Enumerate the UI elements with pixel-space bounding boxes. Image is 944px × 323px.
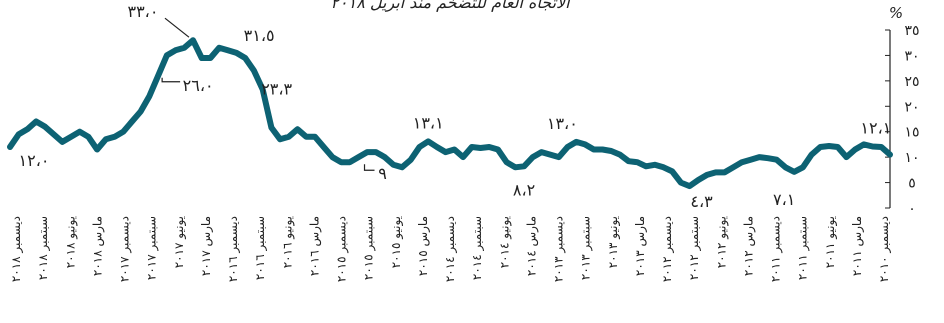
x-tick-label: سبتمبر ٢٠١٤ bbox=[470, 216, 485, 280]
x-tick-label: مارس ٢٠١٥ bbox=[416, 216, 431, 276]
x-tick-label: ديسمبر ٢٠١٤ bbox=[443, 216, 458, 282]
x-tick-label: مارس ٢٠١٧ bbox=[199, 216, 214, 276]
data-label: ٣٣،٠ bbox=[127, 2, 158, 21]
x-tick-label: ديسمبر ٢٠١٠ bbox=[877, 216, 892, 282]
data-labels: ٣٣،٠ ٣١،٥ ٢٦،٠ ٢٣،٣ ١٢،٠ ٩ ١٣،١ ٨،٢ ١٣،٠ ٤،٣ ٧،١ ١٢… bbox=[19, 2, 892, 211]
x-tick-label: سبتمبر ٢٠١١ bbox=[796, 216, 811, 280]
x-tick-label: ديسمبر ٢٠١١ bbox=[769, 216, 784, 282]
annotation-leader-line bbox=[164, 17, 190, 38]
x-tick-label: سبتمبر ٢٠١٧ bbox=[145, 216, 160, 280]
x-tick-label: مارس ٢٠١٤ bbox=[524, 216, 539, 276]
y-tick-label: ٠ bbox=[908, 201, 916, 217]
data-label: ٣١،٥ bbox=[244, 26, 275, 45]
y-axis: ٠ ٥ ١٠ ١٥ ٢٠ ٢٥ ٣٠ ٣٥ bbox=[885, 23, 920, 217]
y-tick-label: ٣٥ bbox=[904, 23, 919, 39]
x-tick-label: مارس ٢٠١١ bbox=[850, 216, 865, 276]
x-tick-label: ديسمبر ٢٠١٨ bbox=[9, 216, 24, 282]
y-tick-label: ١٥ bbox=[904, 125, 919, 141]
x-tick-label: يونيو ٢٠١٨ bbox=[63, 216, 78, 268]
chart-title: الاتجاه العام للتضخم منذ أبريل ٢٠١٨ bbox=[330, 0, 571, 12]
y-tick-label: ٣٠ bbox=[904, 48, 919, 64]
x-tick-label: ديسمبر ٢٠١٦ bbox=[226, 216, 241, 282]
data-label: ١٣،١ bbox=[413, 113, 444, 132]
x-tick-label: ديسمبر ٢٠١٧ bbox=[118, 216, 133, 282]
y-tick-label: ٢٥ bbox=[904, 74, 919, 90]
data-label: ٨،٢ bbox=[513, 180, 535, 199]
x-tick-label: ديسمبر ٢٠١٥ bbox=[335, 216, 350, 282]
x-tick-label: سبتمبر ٢٠١٥ bbox=[362, 216, 377, 280]
x-tick-label: سبتمبر ٢٠١٣ bbox=[579, 216, 594, 280]
x-tick-label: يونيو ٢٠١١ bbox=[823, 216, 838, 268]
annotation-leader-line bbox=[363, 164, 375, 171]
x-tick-label: يونيو ٢٠١٥ bbox=[389, 216, 404, 268]
x-tick-label: مارس ٢٠١٢ bbox=[741, 216, 756, 276]
x-tick-label: ديسمبر ٢٠١٣ bbox=[552, 216, 567, 282]
data-label: ١٢،١ bbox=[860, 118, 891, 137]
x-tick-label: يونيو ٢٠١٦ bbox=[280, 216, 295, 268]
y-tick-label: ١٠ bbox=[904, 150, 919, 166]
data-label: ٧،١ bbox=[773, 190, 795, 209]
data-label: ٢٣،٣ bbox=[261, 80, 292, 99]
x-axis: ديسمبر ٢٠١٠ مارس ٢٠١١ يونيو ٢٠١١ سبتمبر ٢٠١… bbox=[9, 216, 892, 282]
x-tick-label: يونيو ٢٠١٤ bbox=[497, 216, 512, 268]
y-axis-unit: % bbox=[889, 4, 903, 22]
x-tick-label: سبتمبر ٢٠١٢ bbox=[687, 216, 702, 280]
x-tick-label: مارس ٢٠١٨ bbox=[90, 216, 105, 276]
x-tick-label: ديسمبر ٢٠١٢ bbox=[660, 216, 675, 282]
x-tick-label: يونيو ٢٠١٢ bbox=[714, 216, 729, 268]
data-label: ٢٦،٠ bbox=[183, 76, 214, 95]
data-label: ٤،٣ bbox=[690, 192, 713, 211]
x-tick-label: مارس ٢٠١٣ bbox=[633, 216, 648, 276]
y-tick-label: ٥ bbox=[908, 176, 916, 192]
x-tick-label: يونيو ٢٠١٧ bbox=[172, 216, 187, 268]
data-label: ١٣،٠ bbox=[547, 114, 578, 133]
x-tick-label: سبتمبر ٢٠١٨ bbox=[36, 216, 51, 280]
annotation-leader-line bbox=[161, 77, 181, 83]
data-label: ١٢،٠ bbox=[19, 151, 50, 170]
x-tick-label: مارس ٢٠١٦ bbox=[307, 216, 322, 276]
series-line bbox=[7, 37, 893, 190]
x-tick-label: سبتمبر ٢٠١٦ bbox=[253, 216, 268, 280]
y-tick-label: ٢٠ bbox=[904, 99, 919, 115]
data-label: ٩ bbox=[378, 164, 387, 183]
x-tick-label: يونيو ٢٠١٣ bbox=[606, 216, 621, 268]
